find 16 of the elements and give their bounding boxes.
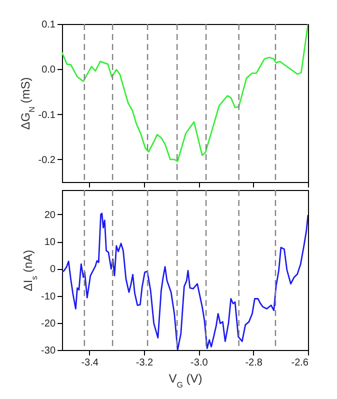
- y-tick-label: -0.2: [38, 154, 56, 166]
- x-tick-label: -2.8: [245, 358, 263, 368]
- y-tick-label: 10: [44, 237, 56, 248]
- y-tick-label: -20: [41, 318, 56, 330]
- y-tick-label: 0: [50, 264, 56, 276]
- y-tick-label: 20: [44, 210, 56, 221]
- y-tick-label: -30: [41, 346, 56, 356]
- y-tick-label: -0.1: [38, 110, 56, 121]
- x-tick-label: -3.2: [136, 358, 154, 368]
- x-axis-title: V$_{G}$ (V): [168, 372, 202, 389]
- y-tick-label: 0.1: [42, 20, 56, 30]
- y-tick-label: -10: [41, 291, 56, 302]
- x-tick-label: -2.6: [291, 358, 309, 368]
- x-tick-label: -3.0: [190, 358, 208, 368]
- x-tick-label: -3.4: [81, 358, 99, 368]
- y-tick-label: 0.0: [42, 64, 56, 76]
